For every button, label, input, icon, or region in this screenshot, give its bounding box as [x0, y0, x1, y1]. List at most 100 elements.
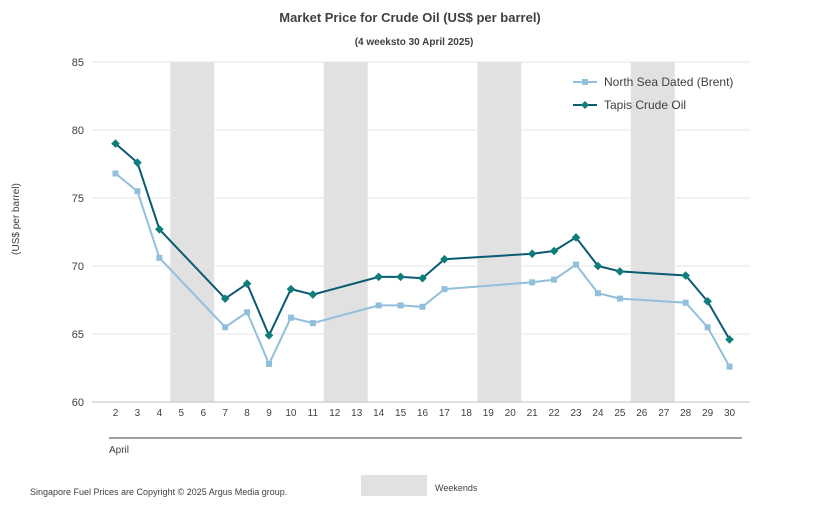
legend-item-brent: North Sea Dated (Brent)	[573, 75, 733, 89]
weekend-bands	[170, 62, 675, 402]
x-tick-label: 2	[113, 408, 119, 419]
weekend-legend: Weekends	[361, 475, 478, 496]
data-point	[703, 297, 712, 306]
x-tick-label: 17	[439, 408, 451, 419]
y-axis-label: (US$ per barrel)	[11, 183, 22, 255]
x-tick-label: 18	[461, 408, 473, 419]
data-point	[571, 233, 581, 242]
legend-label-tapis: Tapis Crude Oil	[604, 98, 686, 112]
legend-item-tapis: Tapis Crude Oil	[573, 98, 686, 112]
data-point	[309, 320, 316, 327]
series-line	[114, 172, 731, 368]
data-point	[440, 254, 449, 264]
copyright-text: Singapore Fuel Prices are Copyright © 20…	[30, 487, 287, 497]
data-point	[308, 290, 318, 299]
data-point	[397, 302, 404, 309]
gridlines	[92, 61, 750, 403]
data-point	[112, 170, 119, 177]
data-point	[220, 294, 230, 303]
x-tick-label: 13	[351, 408, 363, 419]
data-point	[551, 276, 558, 283]
data-point	[374, 272, 383, 282]
weekend-legend-label: Weekends	[435, 483, 478, 493]
data-point	[133, 158, 142, 167]
x-tick-label: 30	[724, 408, 736, 419]
data-point	[615, 267, 625, 276]
x-tick-label: 6	[200, 408, 206, 419]
data-point	[155, 224, 164, 234]
data-point	[573, 261, 580, 268]
data-point	[244, 309, 251, 316]
data-point	[134, 188, 141, 195]
data-point	[242, 279, 252, 288]
data-point	[527, 249, 537, 259]
x-tick-label: 7	[222, 408, 228, 419]
x-tick-label: 5	[179, 408, 185, 419]
chart-title: Market Price for Crude Oil (US$ per barr…	[279, 10, 541, 25]
x-tick-label: 19	[483, 408, 495, 419]
x-tick-label: 21	[527, 408, 539, 419]
data-point	[264, 331, 274, 340]
data-point	[222, 324, 229, 331]
x-tick-label: 11	[308, 408, 319, 419]
x-tick-label: 4	[157, 408, 163, 419]
x-tick-label: 16	[417, 408, 429, 419]
x-tick-label: 12	[329, 408, 341, 419]
x-tick-label: 24	[592, 408, 604, 419]
data-point	[375, 302, 382, 309]
x-tick-label: 3	[135, 408, 141, 419]
data-point	[396, 272, 405, 282]
x-tick-label: 22	[549, 408, 561, 419]
data-point	[726, 363, 733, 370]
y-tick-label: 75	[72, 193, 84, 205]
legend-marker-tapis	[581, 101, 589, 109]
data-point	[549, 246, 559, 256]
y-tick-label: 65	[72, 329, 84, 341]
x-tick-label: 15	[395, 408, 407, 419]
weekend-band	[630, 62, 675, 402]
series-line	[114, 142, 731, 340]
data-point	[725, 335, 734, 344]
data-point	[286, 284, 296, 294]
y-tick-label: 80	[72, 125, 84, 137]
x-tick-label: 25	[614, 408, 626, 419]
data-point	[441, 286, 448, 293]
data-point	[111, 139, 120, 148]
data-point	[266, 360, 273, 367]
x-axis-label: April	[109, 445, 129, 456]
data-point	[616, 295, 623, 302]
legend-label-brent: North Sea Dated (Brent)	[604, 75, 733, 89]
x-tick-label: 27	[658, 408, 670, 419]
data-point	[682, 299, 689, 306]
y-tick-label: 60	[72, 397, 84, 409]
weekend-legend-swatch	[361, 475, 427, 496]
series-lines	[111, 139, 734, 370]
legend: North Sea Dated (Brent) Tapis Crude Oil	[573, 75, 733, 112]
x-tick-label: 10	[285, 408, 297, 419]
y-tick-label: 70	[72, 261, 84, 273]
x-tick-label: 20	[505, 408, 517, 419]
x-tick-label: 8	[244, 408, 250, 419]
data-point	[704, 324, 711, 331]
data-point	[681, 271, 690, 280]
data-point	[529, 279, 536, 286]
x-tick-label: 9	[266, 408, 272, 419]
x-tick-label: 26	[636, 408, 648, 419]
data-point	[594, 290, 601, 297]
y-tick-label: 85	[72, 57, 84, 69]
data-point	[593, 261, 603, 271]
x-tick-label: 14	[373, 408, 385, 419]
data-point	[418, 273, 427, 283]
data-point	[287, 314, 294, 321]
data-point	[419, 303, 426, 310]
weekend-band	[323, 62, 368, 402]
legend-marker-brent	[582, 79, 588, 85]
weekend-band	[477, 62, 522, 402]
x-tick-label: 23	[570, 408, 582, 419]
chart-subtitle: (4 weeksto 30 April 2025)	[355, 37, 474, 48]
x-tick-label: 29	[702, 408, 714, 419]
x-tick-label: 28	[680, 408, 692, 419]
weekend-band	[170, 62, 215, 402]
